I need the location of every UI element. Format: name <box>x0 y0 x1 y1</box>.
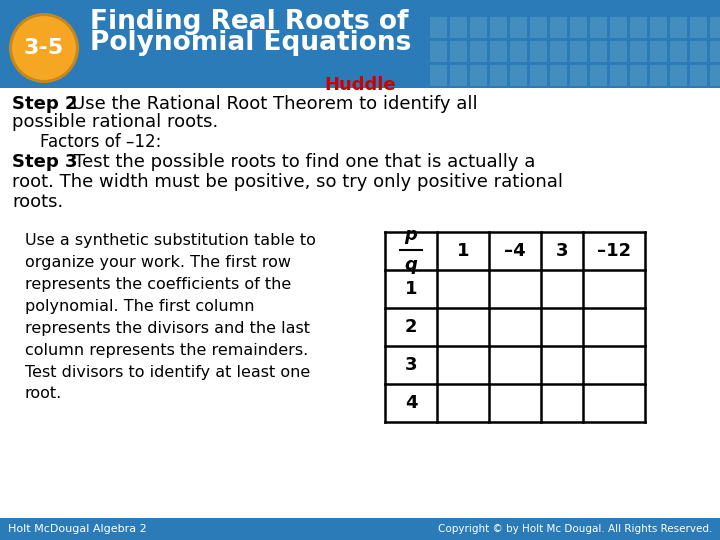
Bar <box>630 41 647 62</box>
Text: Use the Rational Root Theorem to identify all: Use the Rational Root Theorem to identif… <box>72 95 477 113</box>
Text: 3: 3 <box>556 242 568 260</box>
Text: represents the divisors and the last: represents the divisors and the last <box>25 321 310 335</box>
Bar <box>450 41 467 62</box>
Text: represents the coefficients of the: represents the coefficients of the <box>25 276 292 292</box>
Bar <box>510 41 527 62</box>
Bar <box>630 65 647 86</box>
Bar <box>510 17 527 38</box>
Text: column represents the remainders.: column represents the remainders. <box>25 342 308 357</box>
Bar <box>490 65 507 86</box>
Bar <box>430 41 447 62</box>
Text: 1: 1 <box>456 242 469 260</box>
Text: Finding Real Roots of: Finding Real Roots of <box>90 9 408 35</box>
Bar <box>590 17 607 38</box>
Bar <box>670 65 687 86</box>
Bar <box>690 17 707 38</box>
Text: Holt McDougal Algebra 2: Holt McDougal Algebra 2 <box>8 524 147 534</box>
Text: polynomial. The first column: polynomial. The first column <box>25 299 254 314</box>
Text: Use a synthetic substitution table to: Use a synthetic substitution table to <box>25 233 316 247</box>
Bar <box>570 41 587 62</box>
Bar <box>650 41 667 62</box>
Bar <box>570 65 587 86</box>
Bar <box>550 41 567 62</box>
Bar <box>690 41 707 62</box>
Text: q: q <box>405 256 418 274</box>
Bar <box>710 65 720 86</box>
Text: Polynomial Equations: Polynomial Equations <box>90 30 411 56</box>
Bar <box>550 65 567 86</box>
Text: 2: 2 <box>405 318 418 336</box>
Bar <box>550 17 567 38</box>
Text: Step 2: Step 2 <box>12 95 78 113</box>
Bar <box>570 17 587 38</box>
Bar <box>490 41 507 62</box>
Bar <box>430 65 447 86</box>
Bar <box>490 17 507 38</box>
Bar <box>530 65 547 86</box>
Bar <box>450 17 467 38</box>
Bar <box>690 65 707 86</box>
Bar <box>430 17 447 38</box>
Text: root. The width must be positive, so try only positive rational: root. The width must be positive, so try… <box>12 173 563 191</box>
Text: 4: 4 <box>405 394 418 412</box>
Text: root.: root. <box>25 387 62 402</box>
Text: p: p <box>405 226 418 244</box>
Bar <box>610 41 627 62</box>
Text: 3: 3 <box>405 356 418 374</box>
Bar <box>510 65 527 86</box>
Text: roots.: roots. <box>12 193 63 211</box>
Bar <box>710 17 720 38</box>
Bar <box>710 41 720 62</box>
Bar <box>470 17 487 38</box>
Bar <box>670 17 687 38</box>
Text: Test the possible roots to find one that is actually a: Test the possible roots to find one that… <box>74 153 536 171</box>
Text: Step 3: Step 3 <box>12 153 78 171</box>
Bar <box>470 65 487 86</box>
Text: –12: –12 <box>597 242 631 260</box>
Bar <box>670 41 687 62</box>
Bar <box>530 41 547 62</box>
Bar <box>470 41 487 62</box>
Bar <box>0 518 720 540</box>
Text: Huddle: Huddle <box>324 76 396 94</box>
Text: organize your work. The first row: organize your work. The first row <box>25 254 291 269</box>
Text: possible rational roots.: possible rational roots. <box>12 113 218 131</box>
Bar <box>610 17 627 38</box>
Circle shape <box>12 16 76 80</box>
Bar <box>610 65 627 86</box>
Bar <box>590 41 607 62</box>
Bar <box>630 17 647 38</box>
Bar <box>530 17 547 38</box>
Text: Copyright © by Holt Mc Dougal. All Rights Reserved.: Copyright © by Holt Mc Dougal. All Right… <box>438 524 712 534</box>
Bar <box>650 65 667 86</box>
Text: 1: 1 <box>405 280 418 298</box>
Bar <box>650 17 667 38</box>
Text: 3-5: 3-5 <box>24 38 64 58</box>
Bar <box>450 65 467 86</box>
Bar <box>0 0 720 88</box>
Bar <box>590 65 607 86</box>
Text: Factors of –12:: Factors of –12: <box>40 133 161 151</box>
Text: Test divisors to identify at least one: Test divisors to identify at least one <box>25 364 310 380</box>
Circle shape <box>9 13 79 83</box>
Text: –4: –4 <box>504 242 526 260</box>
